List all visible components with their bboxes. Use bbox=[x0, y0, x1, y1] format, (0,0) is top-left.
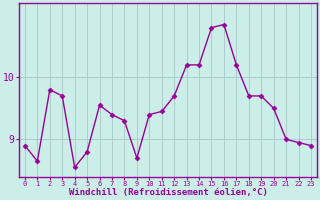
X-axis label: Windchill (Refroidissement éolien,°C): Windchill (Refroidissement éolien,°C) bbox=[68, 188, 268, 197]
